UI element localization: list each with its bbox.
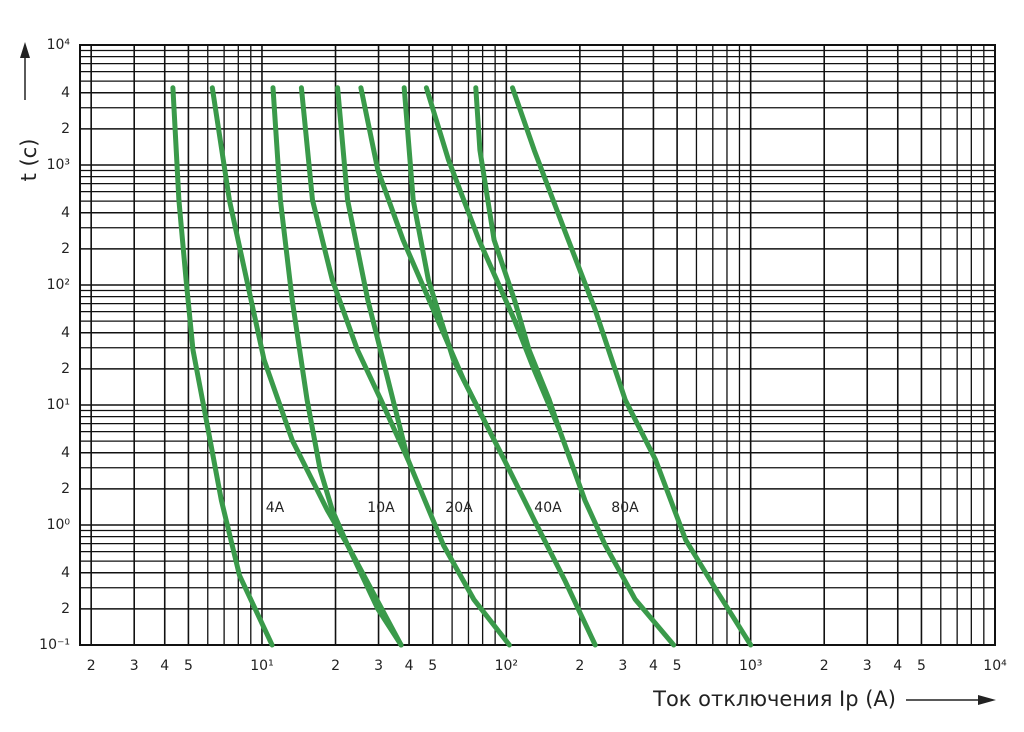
annotation: 80A [611,500,639,516]
x-tick-label: 10¹ [250,658,273,674]
curves [170,85,754,648]
x-tick-label: 3 [130,658,139,674]
x-tick-label: 10³ [739,658,762,674]
y-axis-arrowhead [20,42,30,58]
curve [335,85,411,463]
y-tick-label: 2 [61,121,70,137]
y-tick-label: 2 [61,241,70,257]
curve [298,85,512,648]
x-tick-label: 10² [495,658,518,674]
curve [270,85,404,648]
x-tick-label: 5 [184,658,193,674]
plot-border [79,44,996,646]
y-tick-label: 4 [61,325,70,341]
y-tick-label: 2 [61,481,70,497]
x-tick-label: 3 [863,658,872,674]
x-tick-label: 4 [649,658,658,674]
x-axis-arrowhead [978,695,996,705]
x-tick-label: 4 [405,658,414,674]
annotation: 10A [367,500,395,516]
y-tick-label: 10⁰ [47,517,71,533]
annotation: 4A [266,500,285,516]
x-axis-label: Ток отключения Ip (A) [652,687,896,711]
x-tick-label: 2 [575,658,584,674]
y-tick-label: 4 [61,85,70,101]
y-tick-label: 10² [47,277,70,293]
x-tick-label: 4 [160,658,169,674]
y-tick-label: 2 [61,601,70,617]
y-tick-label: 4 [61,565,70,581]
x-tick-label: 4 [893,658,902,674]
curve [170,85,275,648]
grid [79,44,996,646]
curve [473,85,562,433]
curve [510,85,754,648]
y-tick-label: 2 [61,361,70,377]
labels: 2 3 4 5 10¹ 2 3 4 5 10² 2 3 4 5 10³ 2 3 4 5 10⁴10⁻¹2410⁰241… [39,37,1007,674]
y-axis-label: t (c) [17,139,41,182]
y-tick-label: 10⁴ [47,37,71,53]
x-tick-label: 5 [428,658,437,674]
x-tick-label: 3 [618,658,627,674]
annotation: 40A [534,500,562,516]
y-tick-label: 4 [61,205,70,221]
x-tick-label: 5 [917,658,926,674]
y-tick-label: 4 [61,445,70,461]
x-tick-label: 5 [673,658,682,674]
x-tick-label: 3 [374,658,383,674]
curve [401,85,487,423]
y-tick-label: 10¹ [47,397,70,413]
annotation: 20A [445,500,473,516]
x-tick-label: 2 [820,658,829,674]
x-tick-label: 2 [87,658,96,674]
y-tick-label: 10³ [47,157,70,173]
y-tick-label: 10⁻¹ [39,637,70,653]
x-tick-label: 2 [331,658,340,674]
x-tick-label: 10⁴ [983,658,1007,674]
